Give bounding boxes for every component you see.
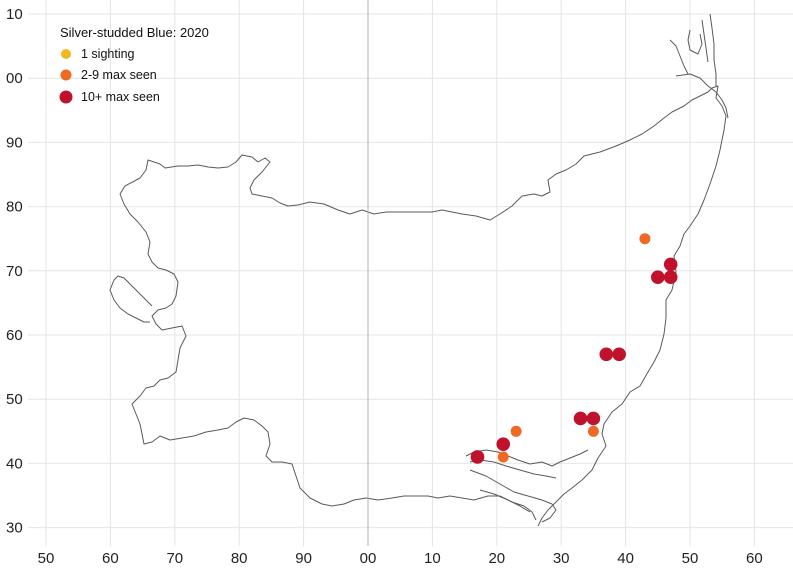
x-tick-label: 00 bbox=[360, 550, 377, 567]
county-boundary-inlet bbox=[109, 275, 153, 323]
y-tick-label: 80 bbox=[6, 199, 23, 216]
y-tick-labels: 10 00 90 80 70 60 50 40 30 bbox=[6, 6, 23, 537]
x-tick-labels: 50 60 70 80 90 00 10 20 30 40 50 60 bbox=[38, 550, 763, 567]
sighting-point bbox=[663, 270, 678, 285]
x-tick-label: 20 bbox=[488, 550, 505, 567]
y-tick-label: 00 bbox=[6, 70, 23, 87]
sighting-point bbox=[639, 233, 651, 245]
x-tick-label: 90 bbox=[295, 550, 312, 567]
estuary-stour bbox=[469, 469, 557, 523]
y-tick-label: 60 bbox=[6, 327, 23, 344]
legend-marker-2-9 bbox=[60, 69, 72, 81]
y-tick-label: 50 bbox=[6, 391, 23, 408]
y-tick-label: 10 bbox=[6, 6, 23, 23]
county-outline bbox=[109, 13, 729, 527]
sighting-point bbox=[663, 257, 678, 272]
x-tick-label: 40 bbox=[617, 550, 634, 567]
coastline-north bbox=[669, 13, 717, 86]
legend-label-2-9: 2-9 max seen bbox=[81, 68, 157, 82]
sighting-point bbox=[496, 437, 511, 451]
gridlines bbox=[28, 0, 793, 546]
y-tick-label: 70 bbox=[6, 263, 23, 280]
x-tick-label: 50 bbox=[38, 550, 55, 567]
sighting-point bbox=[651, 270, 665, 285]
coastline-upper bbox=[675, 73, 729, 119]
x-tick-label: 50 bbox=[682, 550, 699, 567]
x-tick-label: 30 bbox=[553, 550, 570, 567]
county-boundary-line bbox=[119, 85, 727, 527]
county-boundary-west bbox=[119, 193, 537, 521]
legend-label-10-plus: 10+ max seen bbox=[81, 90, 160, 104]
y-tick-label: 90 bbox=[6, 134, 23, 151]
x-tick-label: 70 bbox=[166, 550, 183, 567]
y-tick-label: 40 bbox=[6, 455, 23, 472]
sighting-point bbox=[573, 411, 588, 426]
sighting-point bbox=[587, 425, 599, 437]
legend-marker-1-sighting bbox=[61, 49, 71, 59]
x-tick-label: 60 bbox=[102, 550, 119, 567]
sighting-point bbox=[586, 411, 601, 426]
sighting-point bbox=[599, 347, 614, 362]
x-tick-label: 10 bbox=[424, 550, 441, 567]
estuary-orwell bbox=[465, 449, 589, 479]
sighting-point bbox=[510, 425, 522, 437]
sighting-point bbox=[612, 347, 626, 362]
legend-marker-10-plus bbox=[59, 90, 73, 104]
x-tick-label: 60 bbox=[746, 550, 763, 567]
sighting-points bbox=[470, 233, 678, 464]
x-tick-label: 80 bbox=[231, 550, 248, 567]
sighting-point bbox=[470, 450, 485, 464]
legend: Silver-studded Blue: 2020 1 sighting 2-9… bbox=[59, 25, 209, 104]
legend-title: Silver-studded Blue: 2020 bbox=[60, 25, 209, 40]
y-tick-label: 30 bbox=[6, 520, 23, 537]
legend-label-1-sighting: 1 sighting bbox=[81, 47, 135, 61]
sighting-point bbox=[497, 451, 509, 463]
